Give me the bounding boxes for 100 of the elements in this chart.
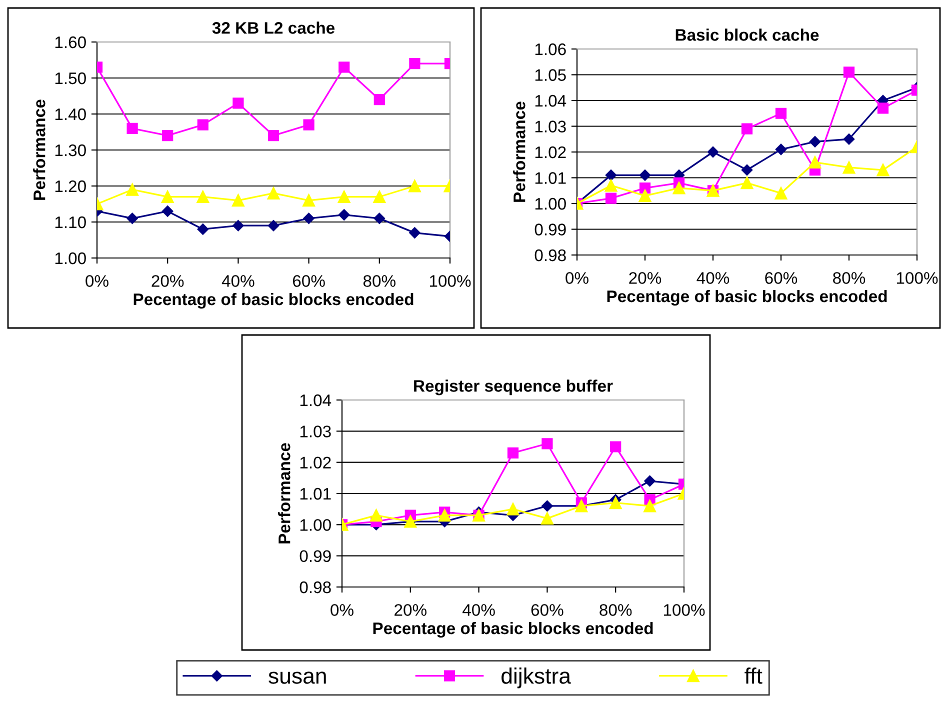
point	[809, 136, 821, 148]
point	[542, 500, 553, 512]
point	[610, 441, 622, 452]
point	[196, 190, 210, 204]
point	[672, 182, 686, 194]
point	[644, 500, 656, 512]
x-tick-label: 80%	[600, 604, 632, 616]
point	[876, 164, 890, 176]
y-tick-label: 1.40	[55, 108, 86, 120]
y-axis-title: Performance	[278, 443, 290, 544]
point	[409, 227, 420, 238]
legend-label: fft	[744, 668, 762, 684]
point	[808, 156, 822, 169]
point	[370, 509, 382, 522]
point	[162, 206, 174, 217]
x-tick-label: 100%	[896, 272, 938, 284]
x-tick-label: 0%	[86, 275, 108, 287]
point	[741, 123, 753, 134]
y-tick-label: 1.01	[535, 172, 566, 184]
point	[126, 183, 139, 196]
point	[605, 192, 617, 204]
point	[162, 130, 174, 142]
point	[197, 224, 209, 235]
point	[408, 180, 421, 192]
point	[302, 194, 316, 207]
point	[774, 186, 788, 200]
x-tick-label: 100%	[430, 275, 471, 287]
y-tick-label: 1.20	[55, 180, 86, 192]
point	[506, 502, 520, 516]
y-tick-label: 1.60	[55, 36, 86, 48]
y-axis-title: Performance	[33, 100, 46, 200]
x-tick-label: 0%	[330, 604, 354, 616]
x-tick-label: 60%	[292, 275, 325, 287]
x-tick-label: 60%	[765, 272, 798, 284]
point	[775, 108, 787, 119]
y-tick-label: 1.04	[535, 94, 566, 107]
x-tick-label: 0%	[566, 272, 588, 284]
chart-title: Basic block cache	[676, 28, 819, 41]
point	[161, 190, 174, 204]
point	[232, 220, 244, 232]
point	[197, 119, 208, 130]
point	[338, 209, 350, 220]
point	[267, 186, 280, 200]
point	[843, 66, 855, 78]
point	[843, 134, 855, 145]
x-tick-label: 20%	[394, 604, 426, 616]
point	[638, 190, 652, 202]
x-tick-label: 20%	[629, 272, 662, 284]
x-tick-label: 80%	[363, 275, 396, 287]
legend-label: dijkstra	[502, 668, 571, 688]
y-tick-label: 0.98	[300, 581, 331, 594]
point	[741, 164, 753, 176]
x-tick-label: 40%	[462, 604, 495, 616]
y-tick-label: 1.00	[535, 198, 566, 210]
x-tick-label: 20%	[152, 275, 184, 287]
point	[639, 170, 651, 181]
point	[374, 94, 385, 106]
point	[232, 194, 244, 207]
point	[609, 496, 622, 510]
chart-title: Register sequence buffer	[414, 380, 613, 396]
point	[268, 220, 280, 232]
y-tick-label: 1.01	[300, 488, 331, 500]
point	[338, 190, 350, 204]
y-axis-title: Performance	[513, 102, 526, 202]
y-tick-label: 0.99	[534, 224, 566, 236]
y-tick-label: 1.00	[55, 252, 86, 264]
y-tick-label: 1.30	[55, 144, 86, 156]
point	[338, 62, 350, 73]
y-tick-label: 1.03	[300, 426, 331, 438]
point	[409, 58, 420, 70]
x-tick-label: 100%	[664, 604, 705, 616]
x-tick-label: 40%	[222, 275, 254, 287]
x-axis-title: Pecentage of basic blocks encoded	[373, 622, 653, 638]
point	[605, 170, 617, 181]
point	[775, 144, 787, 156]
point	[374, 212, 386, 224]
point	[540, 512, 554, 525]
legend-label: susan	[268, 672, 326, 684]
x-axis-title: Pecentage of basic blocks encoded	[607, 290, 887, 306]
point	[126, 212, 138, 224]
y-tick-label: 1.04	[300, 394, 332, 406]
point	[644, 475, 656, 487]
point	[438, 509, 451, 522]
chart-title: 32 KB L2 cache	[212, 22, 335, 34]
point	[126, 122, 138, 134]
x-tick-label: 60%	[531, 604, 564, 616]
point	[842, 161, 856, 174]
point	[507, 447, 519, 459]
y-tick-label: 1.00	[300, 519, 331, 531]
point	[303, 212, 314, 224]
point	[268, 130, 280, 142]
y-tick-label: 1.02	[300, 456, 331, 469]
x-tick-label: 80%	[833, 272, 866, 284]
x-axis-title: Pecentage of basic blocks encoded	[134, 292, 414, 309]
point	[303, 119, 314, 130]
point	[707, 146, 719, 158]
y-tick-label: 1.02	[535, 146, 566, 158]
y-tick-label: 1.03	[535, 120, 566, 132]
y-tick-label: 0.98	[534, 249, 566, 262]
y-tick-label: 1.10	[55, 216, 86, 228]
